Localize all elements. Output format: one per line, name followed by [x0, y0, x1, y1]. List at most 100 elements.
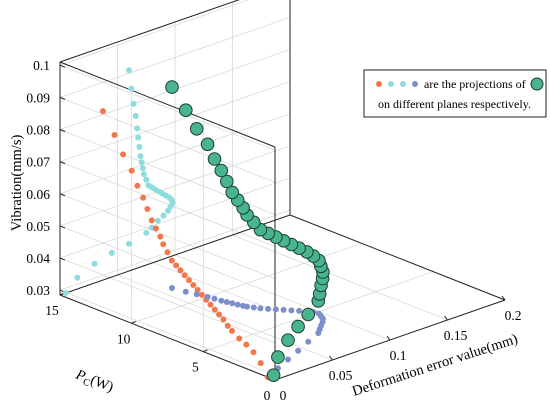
grid-line-left-wall-z-1: [59, 257, 276, 344]
orange-projection-point-17: [177, 267, 184, 274]
orange-projection-point-29: [120, 151, 127, 158]
frame-layer: [59, 0, 506, 381]
blue-projection-point-29: [193, 291, 200, 298]
blue-projection-point-14: [296, 307, 303, 314]
z-tick-mark-6: [59, 96, 66, 100]
green-3d-point-31: [165, 80, 179, 94]
grid-line-left-wall-z-7: [59, 64, 276, 151]
blue-projection-point-2: [285, 356, 291, 363]
cyan-projection-point-1: [74, 274, 81, 281]
cyan-projection-point-22: [139, 165, 146, 172]
y-tick-mark-2: [386, 335, 391, 341]
blue-projection-point-22: [240, 302, 247, 309]
y-tick-mark-3: [444, 315, 448, 321]
blue-projection-point-26: [218, 297, 225, 304]
z-tick-label-6: 0.09: [26, 90, 50, 105]
grid-line-left-wall-z-0: [59, 289, 276, 376]
y-tick-label-2: 0.1: [390, 348, 407, 363]
x-tick-mark-1: [203, 349, 208, 353]
orange-projection-point-22: [157, 233, 164, 240]
green-3d-point-28: [200, 137, 215, 152]
legend-marker-green: [530, 77, 544, 91]
x-tick-label-2: 10: [117, 331, 131, 346]
main-points-layer: [165, 80, 330, 383]
cyan-projection-point-21: [140, 171, 147, 178]
orange-projection-point-20: [164, 249, 171, 256]
cyan-projection-point-27: [134, 125, 141, 132]
legend-marker-cyan-2: [400, 81, 406, 87]
orange-projection-point-27: [134, 182, 141, 189]
blue-projection-point-20: [250, 304, 257, 311]
z-tick-mark-3: [59, 193, 66, 197]
blue-projection-point-23: [234, 301, 241, 308]
green-3d-point-3: [291, 319, 305, 334]
blue-projection-point-11: [315, 310, 322, 317]
cyan-projection-point-5: [143, 229, 150, 236]
x-tick-label-3: 15: [45, 303, 59, 318]
cyan-projection-point-8: [160, 212, 167, 219]
orange-projection-point-15: [186, 277, 192, 284]
orange-projection-point-28: [128, 167, 135, 174]
orange-projection-point-14: [190, 282, 197, 288]
orange-projection-point-31: [100, 108, 106, 115]
green-3d-point-26: [214, 163, 229, 178]
box-edge-4: [59, 61, 276, 148]
cyan-projection-point-3: [108, 249, 115, 256]
x-axis-label-sub: C: [81, 377, 91, 390]
orange-projection-point-1: [257, 360, 264, 367]
legend-box: [363, 69, 547, 118]
orange-projection-point-12: [198, 291, 205, 298]
blue-projection-point-4: [305, 338, 312, 345]
cyan-projection-point-26: [135, 134, 142, 141]
cyan-projection-point-29: [130, 100, 137, 107]
green-3d-point-25: [220, 174, 234, 189]
x-tick-label-1: 5: [192, 360, 199, 375]
orange-projection-point-21: [160, 241, 167, 248]
legend-marker-blue: [412, 81, 418, 87]
z-tick-label-5: 0.08: [26, 122, 50, 137]
legend-text-line2: on different planes respectively.: [378, 97, 531, 111]
grid-line-floor-y-3: [232, 234, 448, 321]
blue-projection-point-15: [288, 307, 295, 314]
z-axis-label: Vibration(mm/s): [9, 135, 25, 232]
blue-projection-point-28: [204, 293, 211, 300]
legend: are the projections of on different plan…: [363, 69, 547, 118]
z-tick-label-0: 0.03: [26, 283, 50, 298]
x-axis-label: PC(W): [72, 366, 116, 397]
x-axis-label-tail: (W): [88, 372, 116, 395]
orange-projection-point-3: [243, 341, 250, 348]
grid-line-floor-y-2: [174, 254, 391, 341]
z-tick-mark-4: [59, 161, 66, 165]
cyan-projection-point-28: [132, 112, 139, 119]
blue-projection-point-30: [182, 288, 189, 295]
legend-marker-cyan-1: [388, 81, 394, 87]
z-tick-label-4: 0.07: [26, 155, 50, 170]
y-tick-label-3: 0.15: [444, 328, 468, 343]
blue-projection-point-24: [229, 300, 236, 307]
blue-projection-point-17: [272, 306, 279, 313]
z-tick-mark-5: [59, 129, 66, 132]
cyan-projection-point-25: [136, 143, 143, 150]
orange-projection-point-2: [250, 349, 257, 356]
orange-projection-point-18: [173, 262, 180, 269]
grid-line-left-wall-z-3: [59, 193, 276, 280]
z-tick-label-3: 0.06: [26, 187, 50, 202]
x-tick-mark-2: [131, 320, 136, 324]
y-tick-label-0: 0: [280, 388, 287, 403]
green-3d-point-0: [266, 368, 281, 383]
z-tick-mark-2: [59, 225, 66, 229]
orange-projection-point-6: [224, 322, 231, 329]
grid-line-left-wall-z-6: [59, 96, 276, 183]
blue-projection-point-27: [211, 295, 218, 302]
orange-projection-point-24: [148, 217, 155, 224]
legend-marker-orange: [376, 81, 382, 87]
y-tick-mark-1: [329, 355, 333, 361]
y-tick-label-4: 0.2: [505, 308, 522, 323]
z-tick-label-7: 0.1: [33, 58, 50, 73]
green-3d-point-1: [271, 350, 285, 364]
cyan-projection-point-7: [154, 217, 161, 224]
blue-projection-point-31: [169, 285, 175, 291]
cyan-projection-point-23: [138, 159, 145, 166]
